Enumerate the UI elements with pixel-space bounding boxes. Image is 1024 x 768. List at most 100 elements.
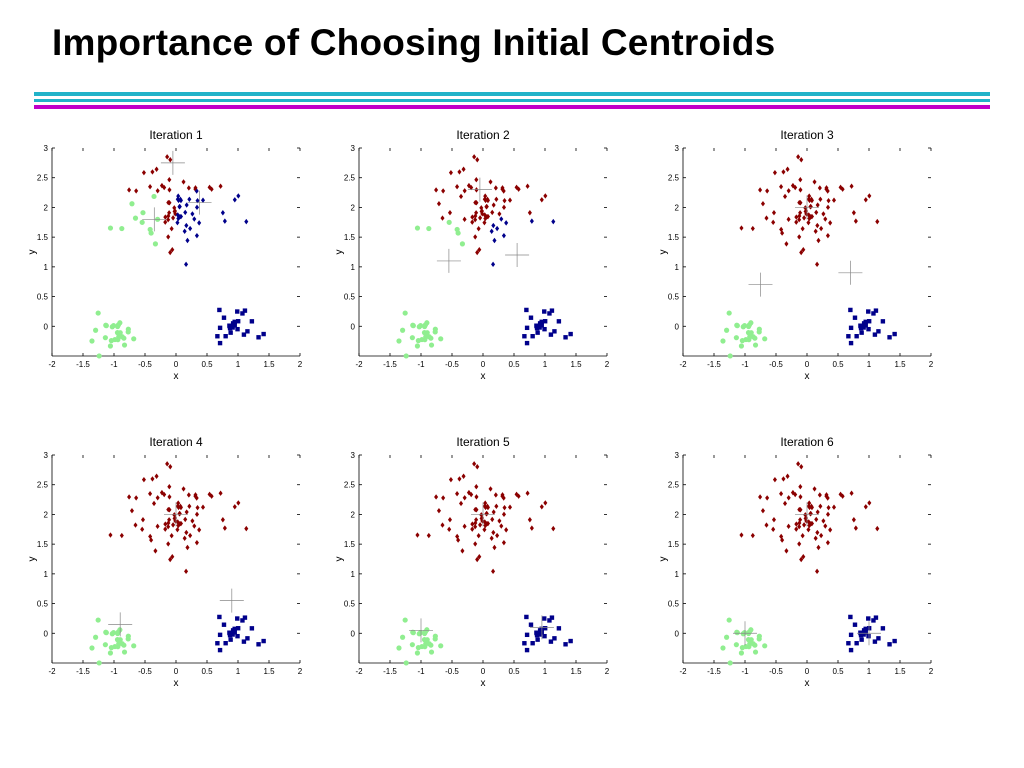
point-cluster-blue-square [217, 614, 222, 620]
point-cluster-red [812, 179, 817, 185]
x-tick-label: 1 [236, 360, 241, 369]
point-cluster-blue-square [542, 616, 547, 621]
point-cluster-red [771, 219, 776, 226]
point-cluster-red [484, 510, 489, 517]
centroid-marker [160, 150, 185, 175]
centroid-marker [187, 190, 212, 215]
point-cluster-red [441, 188, 446, 194]
x-tick-label: 1.5 [894, 360, 906, 369]
y-axis-label: y [658, 250, 669, 255]
point-cluster-red [183, 516, 188, 523]
point-cluster-red [493, 185, 498, 191]
y-tick-label: 3 [675, 451, 680, 460]
point-cluster-green [419, 643, 425, 650]
point-cluster-red [172, 515, 177, 521]
point-cluster-red [485, 520, 491, 527]
point-cluster-red [129, 508, 134, 514]
point-cluster-green [107, 343, 114, 349]
point-cluster-green [752, 649, 759, 655]
point-cluster-red [825, 204, 831, 211]
point-cluster-green [403, 660, 409, 666]
point-cluster-blue [222, 218, 227, 224]
point-cluster-blue-square [232, 319, 237, 325]
point-cluster-red [165, 461, 170, 467]
point-cluster-green [734, 629, 740, 635]
point-cluster-red [786, 216, 791, 223]
point-cluster-red [798, 200, 803, 206]
point-cluster-red [181, 179, 186, 185]
x-tick-label: -1 [741, 360, 749, 369]
point-cluster-green [454, 226, 460, 233]
point-cluster-red [800, 533, 805, 539]
point-cluster-blue-square [556, 626, 562, 631]
point-cluster-red [462, 495, 467, 501]
point-cluster-green [416, 324, 422, 330]
point-cluster-blue-square [522, 334, 527, 339]
point-cluster-red [479, 205, 484, 211]
point-cluster-blue-square [256, 642, 261, 647]
x-tick-label: -1.5 [383, 360, 397, 369]
point-cluster-green [129, 201, 135, 207]
y-tick-label: 1 [44, 263, 49, 272]
point-cluster-red [167, 494, 172, 500]
point-cluster-red [514, 491, 519, 498]
x-tick-label: 0 [174, 360, 179, 369]
point-cluster-green [89, 338, 95, 344]
iteration-plot-3: Iteration 3 -2 -1.5 -1 -0.5 0 0.5 1 1.5 2 0 0.5 1 1.5… [658, 128, 934, 382]
point-cluster-red [803, 515, 808, 521]
point-cluster-blue-square [534, 630, 539, 635]
point-cluster-blue-square [876, 329, 881, 334]
point-cluster-red [165, 154, 170, 160]
point-cluster-blue-square [858, 632, 864, 638]
point-cluster-red [447, 210, 453, 216]
point-cluster-blue [184, 222, 189, 229]
point-cluster-red [799, 464, 804, 470]
point-cluster-red [178, 520, 184, 527]
point-cluster-red [831, 197, 837, 203]
point-cluster-red [477, 247, 482, 253]
y-tick-label: 0 [675, 322, 680, 331]
point-cluster-green [432, 326, 438, 332]
point-cluster-blue [184, 261, 189, 268]
point-cluster-blue-square [228, 637, 233, 642]
point-cluster-blue [184, 202, 189, 208]
point-cluster-blue-square [235, 626, 241, 631]
point-cluster-red [461, 473, 466, 479]
point-cluster-green [756, 633, 762, 639]
point-cluster-red [771, 526, 776, 533]
point-cluster-red [172, 512, 177, 518]
point-cluster-red [507, 197, 513, 203]
point-cluster-red [478, 522, 483, 528]
point-cluster-red [502, 504, 507, 511]
point-cluster-red [514, 184, 519, 191]
x-tick-label: 0 [805, 360, 810, 369]
y-tick-label: 1 [675, 263, 680, 272]
point-cluster-red [799, 556, 804, 563]
point-cluster-blue-square [245, 636, 250, 641]
point-cluster-red [500, 185, 505, 191]
point-cluster-red [781, 476, 786, 482]
point-cluster-blue-square [223, 641, 228, 646]
point-cluster-red [480, 518, 485, 524]
point-cluster-green [409, 642, 415, 648]
point-cluster-red [799, 249, 804, 256]
point-cluster-red [539, 197, 544, 203]
point-cluster-red [527, 517, 532, 523]
point-cluster-red [813, 228, 818, 234]
point-cluster-red [849, 490, 854, 496]
centroid-marker [795, 502, 819, 527]
point-cluster-red [808, 203, 813, 210]
iteration-plot-6: Iteration 6 -2 -1.5 -1 -0.5 0 0.5 1 1.5 2 0 0.5 1 1.5… [658, 435, 934, 689]
point-cluster-green [414, 650, 421, 656]
point-cluster-red [803, 512, 808, 518]
point-cluster-red [797, 213, 802, 219]
point-cluster-blue [491, 222, 496, 229]
point-cluster-red [525, 183, 530, 189]
point-cluster-blue-square [873, 615, 879, 620]
point-cluster-red [151, 500, 157, 507]
point-cluster-blue-square [846, 641, 851, 646]
centroid-marker [409, 618, 433, 643]
point-cluster-red [186, 492, 191, 498]
x-tick-label: -0.5 [445, 360, 459, 369]
point-cluster-red [475, 464, 480, 470]
